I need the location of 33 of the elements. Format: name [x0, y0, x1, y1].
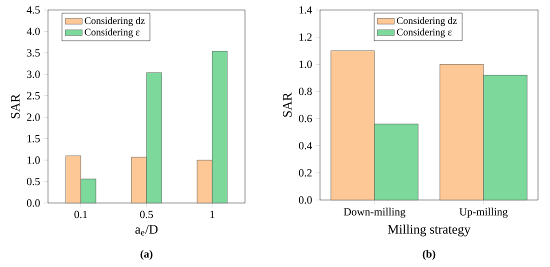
y-tick-label: 2.0	[27, 114, 40, 121]
text: (a)	[140, 250, 152, 260]
x-tick-label: Down-milling	[344, 208, 406, 218]
y-tick-label: 3.5	[27, 49, 40, 57]
y-tick-label: 1.5	[28, 134, 40, 142]
y-tick-label: 0.5	[26, 178, 40, 186]
x-axis-title: a$_{e}$/D	[135, 225, 158, 236]
x-tick-label: 0.5	[140, 210, 153, 218]
y-tick-label: 2.5	[27, 92, 40, 100]
y-tick-label: 1.4	[300, 6, 312, 14]
x-tick-label: 1	[210, 210, 214, 218]
legend-label: Considering ε	[84, 28, 140, 38]
x-tick-label: 0.1	[74, 210, 88, 218]
y-tick-label: 0.8	[298, 88, 312, 96]
y-tick-label: 0.2	[298, 169, 312, 177]
y-tick-label: 1.0	[300, 60, 312, 68]
y-tick-label: 0.6	[298, 114, 312, 122]
y-axis-title: SAR	[10, 94, 20, 118]
y-tick-label: 3.0	[27, 70, 40, 78]
y-tick-label: 0.0	[26, 199, 40, 207]
y-tick-label: 1.0	[28, 156, 40, 164]
y-tick-label: 0.4	[298, 142, 312, 150]
x-tick-label: Up-milling	[459, 208, 508, 218]
y-tick-label: 0.0	[298, 196, 312, 204]
x-axis-title: Milling strategy	[388, 224, 471, 236]
y-axis-title: SAR	[282, 92, 292, 117]
text: (b)	[422, 250, 436, 260]
y-tick-label: 4.5	[26, 6, 40, 14]
y-tick-label: 1.2	[300, 33, 312, 41]
legend-label: Considering dz	[84, 17, 145, 26]
legend-label: Considering dz	[396, 17, 457, 26]
legend-label: Considering ε	[396, 28, 452, 38]
y-tick-label: 4.0	[26, 28, 40, 36]
